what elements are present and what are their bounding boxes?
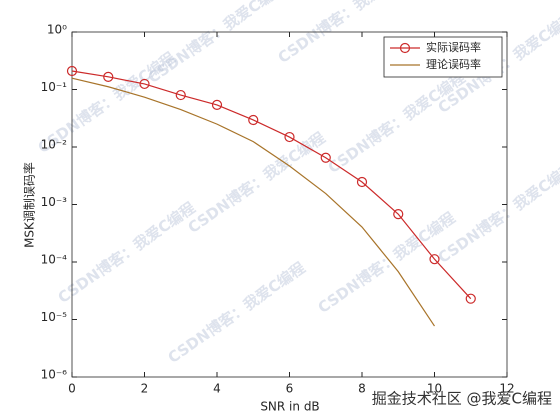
data-point: [465, 293, 476, 304]
x-axis-label: SNR in dB: [260, 400, 319, 414]
x-tick-label: 10: [427, 382, 442, 396]
legend-label: 实际误码率: [426, 40, 481, 54]
source-watermark: 掘金技术社区 @我爱C编程: [372, 390, 552, 408]
x-tick-label: 2: [141, 382, 149, 396]
y-tick-label: 10⁻⁶: [41, 368, 68, 382]
data-point: [66, 65, 78, 77]
y-tick-label: 10⁻³: [41, 195, 68, 209]
data-point: [320, 152, 331, 163]
y-tick-label: 10⁻¹: [41, 80, 68, 94]
series-line: [71, 77, 435, 327]
x-tick-label: 12: [499, 382, 514, 396]
data-point: [393, 209, 404, 220]
y-tick-label: 10⁻⁴: [41, 253, 68, 267]
x-tick-label: 4: [213, 382, 221, 396]
series-line: [71, 70, 472, 300]
y-tick-label: 10⁻⁵: [41, 310, 68, 324]
x-tick-label: 0: [68, 382, 76, 396]
y-tick-label: 10⁰: [47, 23, 67, 37]
data-point: [429, 254, 440, 265]
data-point: [103, 71, 114, 82]
y-axis-label: MSK调制误码率: [22, 162, 37, 248]
legend-marker: [399, 42, 411, 54]
data-point: [248, 114, 259, 126]
legend: [383, 36, 503, 78]
data-point: [284, 131, 295, 143]
x-tick-label: 6: [286, 382, 294, 396]
data-point: [211, 99, 223, 110]
data-point: [175, 89, 186, 101]
data-point: [356, 176, 368, 188]
y-tick-label: 10⁻²: [41, 138, 68, 152]
data-point: [139, 78, 150, 90]
x-tick-label: 8: [358, 382, 366, 396]
legend-label: 理论误码率: [426, 57, 481, 71]
